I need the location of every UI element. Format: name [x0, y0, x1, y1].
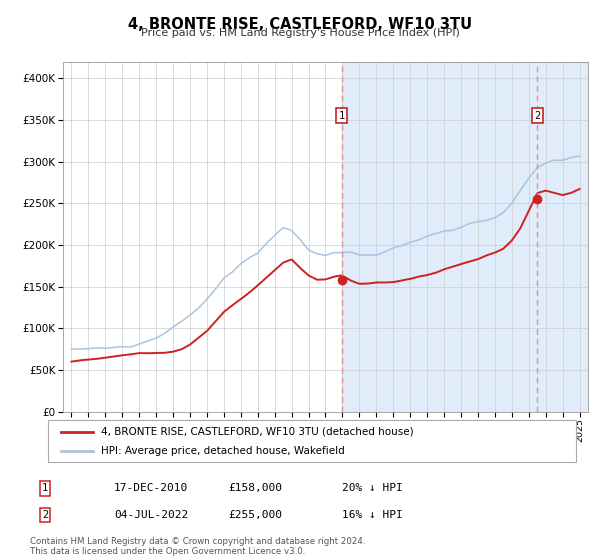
Text: Contains HM Land Registry data © Crown copyright and database right 2024.: Contains HM Land Registry data © Crown c… — [30, 537, 365, 546]
Text: 16% ↓ HPI: 16% ↓ HPI — [342, 510, 403, 520]
Text: 20% ↓ HPI: 20% ↓ HPI — [342, 483, 403, 493]
Text: £255,000: £255,000 — [228, 510, 282, 520]
Text: 2: 2 — [534, 111, 541, 121]
Text: Price paid vs. HM Land Registry's House Price Index (HPI): Price paid vs. HM Land Registry's House … — [140, 28, 460, 38]
FancyBboxPatch shape — [48, 420, 576, 462]
Text: 1: 1 — [42, 483, 48, 493]
Text: 17-DEC-2010: 17-DEC-2010 — [114, 483, 188, 493]
Text: HPI: Average price, detached house, Wakefield: HPI: Average price, detached house, Wake… — [101, 446, 344, 456]
Text: 2: 2 — [42, 510, 48, 520]
Text: 04-JUL-2022: 04-JUL-2022 — [114, 510, 188, 520]
Text: £158,000: £158,000 — [228, 483, 282, 493]
Text: This data is licensed under the Open Government Licence v3.0.: This data is licensed under the Open Gov… — [30, 547, 305, 556]
Bar — [342, 62, 588, 412]
Text: 1: 1 — [338, 111, 345, 121]
Text: 4, BRONTE RISE, CASTLEFORD, WF10 3TU (detached house): 4, BRONTE RISE, CASTLEFORD, WF10 3TU (de… — [101, 427, 413, 437]
Text: 4, BRONTE RISE, CASTLEFORD, WF10 3TU: 4, BRONTE RISE, CASTLEFORD, WF10 3TU — [128, 17, 472, 32]
